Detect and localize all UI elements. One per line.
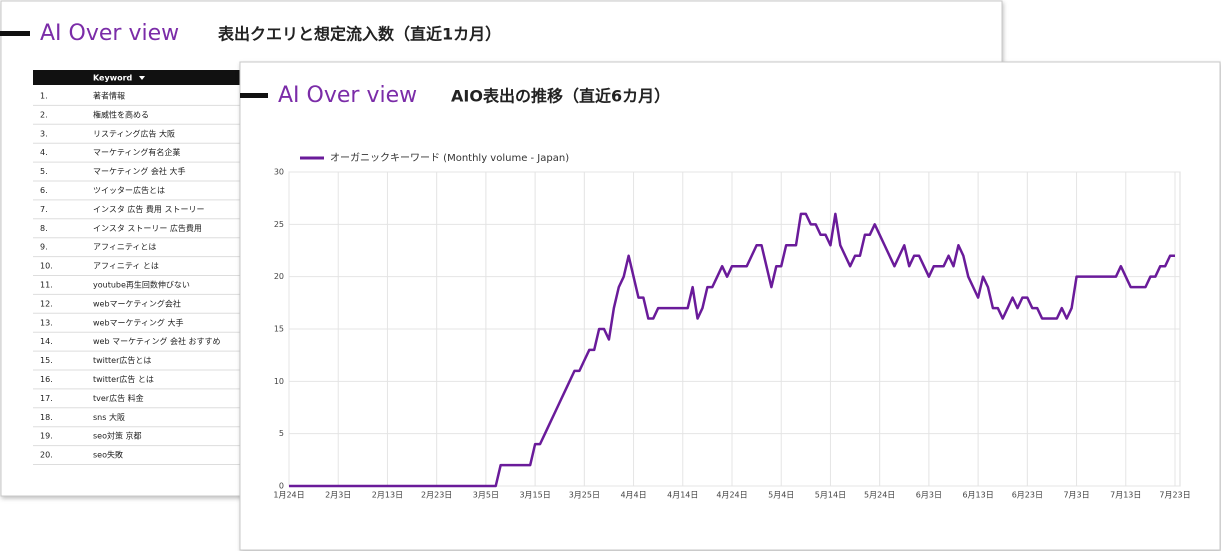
row-number: 12. [40, 299, 53, 308]
row-number: 3. [40, 129, 48, 138]
x-tick-label: 4月14日 [667, 491, 698, 500]
keyword: アフィニティとは [93, 243, 156, 252]
title-dash [240, 93, 268, 98]
x-tick-label: 6月13日 [962, 491, 993, 500]
series-line [289, 212, 1175, 488]
keyword: seo失敗 [93, 450, 123, 460]
keyword: twitter広告とは [93, 355, 151, 365]
x-tick-label: 5月24日 [864, 491, 895, 500]
card-frame [239, 61, 1221, 551]
keyword: webマーケティング会社 [93, 298, 181, 308]
row-number: 14. [40, 337, 53, 346]
y-tick-label: 30 [274, 168, 284, 177]
table-header-label: Keyword [93, 74, 133, 83]
row-number: 13. [40, 318, 53, 327]
row-number: 19. [40, 432, 53, 441]
x-tick-label: 2月13日 [372, 491, 403, 500]
row-number: 8. [40, 224, 48, 233]
x-tick-label: 4月4日 [620, 491, 646, 500]
x-tick-label: 2月23日 [421, 491, 452, 500]
card-subtitle: 表出クエリと想定流入数（直近1カ月） [217, 25, 501, 44]
row-number: 15. [40, 356, 53, 365]
row-number: 5. [40, 167, 48, 176]
y-tick-label: 0 [279, 482, 284, 491]
chart-subtitle: AIO表出の推移（直近6カ月） [451, 87, 670, 106]
x-tick-label: 7月3日 [1063, 491, 1089, 500]
keyword: seo対策 京都 [93, 431, 142, 441]
x-tick-label: 6月23日 [1012, 491, 1043, 500]
keyword: ツイッター広告とは [93, 185, 165, 195]
table-header [33, 70, 243, 85]
x-tick-label: 6月3日 [916, 491, 942, 500]
x-tick-label: 7月13日 [1110, 491, 1141, 500]
row-number: 9. [40, 243, 48, 252]
keyword: tver広告 料金 [93, 393, 144, 403]
row-number: 1. [40, 92, 48, 101]
title-dash [0, 31, 30, 36]
keyword: sns 大阪 [93, 412, 125, 422]
x-tick-label: 3月5日 [473, 491, 499, 500]
row-number: 18. [40, 413, 53, 422]
keyword: インスタ ストーリー 広告費用 [93, 223, 202, 233]
row-number: 10. [40, 262, 53, 271]
legend-label: オーガニックキーワード (Monthly volume - Japan) [330, 152, 569, 164]
row-number: 6. [40, 186, 48, 195]
x-tick-label: 3月15日 [519, 491, 550, 500]
row-number: 16. [40, 375, 53, 384]
x-tick-label: 5月14日 [815, 491, 846, 500]
keyword: web マーケティング 会社 おすすめ [93, 336, 221, 346]
x-tick-label: 2月3日 [325, 491, 351, 500]
x-tick-label: 4月24日 [716, 491, 747, 500]
x-tick-label: 5月4日 [768, 491, 794, 500]
keyword: youtube再生回数伸びない [93, 280, 190, 290]
keyword: 権威性を高める [93, 109, 149, 119]
x-tick-label: 3月25日 [569, 491, 600, 500]
x-tick-label: 1月24日 [273, 491, 304, 500]
chart-title: AI Over view [278, 83, 417, 108]
keyword: マーケティング有名企業 [93, 147, 180, 157]
keyword: twitter広告 とは [93, 374, 154, 384]
row-number: 4. [40, 148, 48, 157]
y-tick-label: 25 [274, 220, 284, 229]
row-number: 11. [40, 281, 53, 290]
card-title: AI Over view [40, 21, 179, 46]
row-number: 20. [40, 451, 53, 460]
y-tick-label: 5 [279, 429, 284, 438]
x-tick-label: 7月23日 [1159, 491, 1190, 500]
keyword: マーケティング 会社 大手 [93, 166, 185, 176]
sort-icon[interactable] [139, 76, 145, 80]
row-number: 7. [40, 205, 48, 214]
front-card: AI Over view AIO表出の推移（直近6カ月） 0 5 10 15 20 25 3… [239, 61, 1221, 551]
keyword: リスティング広告 大阪 [93, 128, 175, 138]
row-number: 2. [40, 110, 48, 119]
keyword: アフィニティ とは [93, 262, 159, 271]
y-tick-label: 20 [274, 272, 284, 281]
row-number: 17. [40, 394, 53, 403]
y-tick-label: 10 [274, 377, 284, 386]
keyword: webマーケティング 大手 [93, 317, 183, 327]
keyword: インスタ 広告 費用 ストーリー [93, 204, 204, 214]
y-tick-label: 15 [274, 325, 284, 334]
keyword: 著者情報 [93, 91, 125, 101]
